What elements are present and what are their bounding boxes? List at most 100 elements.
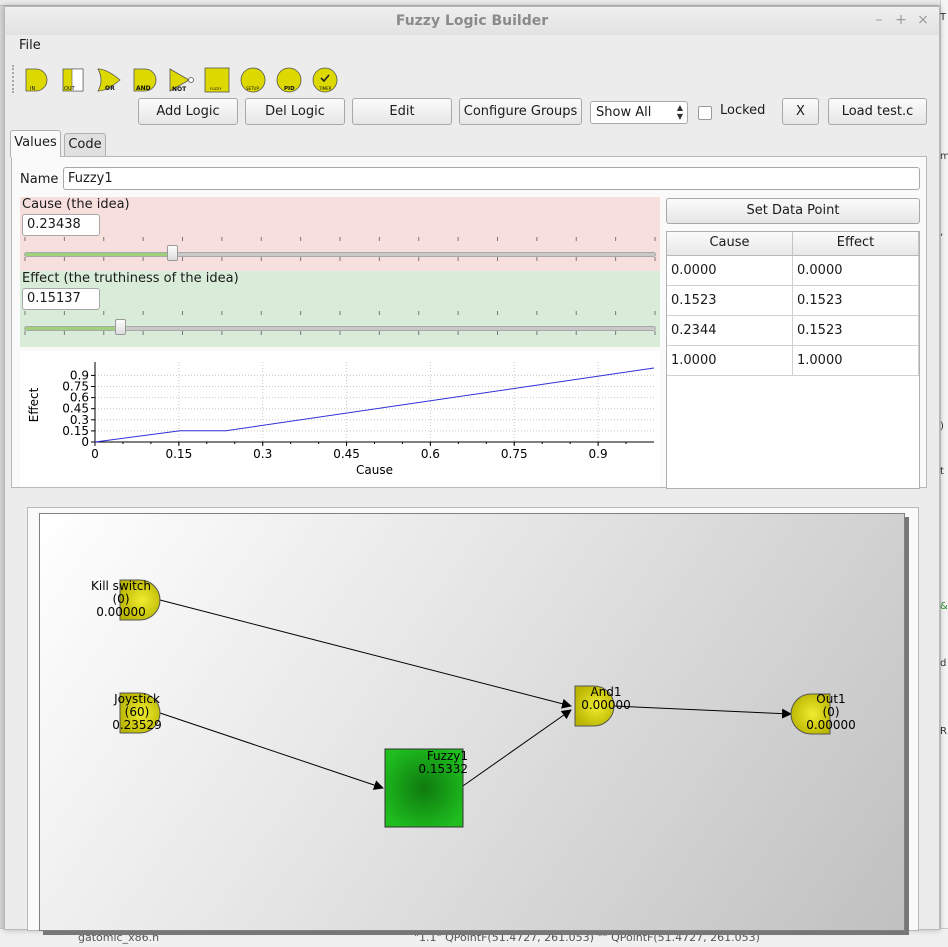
cause-section: Cause (the idea) 0.23438 bbox=[20, 197, 660, 273]
x-tick-label: 0.3 bbox=[253, 447, 272, 461]
fuzzy-icon: FUZZY bbox=[210, 87, 222, 91]
bg-char: R bbox=[940, 726, 947, 737]
effect-slider-handle[interactable] bbox=[114, 319, 126, 335]
fuzzy1-value: 0.15332 bbox=[418, 762, 468, 776]
name-input[interactable]: Fuzzy1 bbox=[63, 167, 920, 190]
x-tick-label: 0.6 bbox=[421, 447, 440, 461]
cause-value-input[interactable]: 0.23438 bbox=[22, 214, 100, 236]
cause-slider-ticks bbox=[24, 237, 656, 261]
in-gate-tool[interactable]: IN bbox=[22, 66, 50, 94]
and1-value: 0.00000 bbox=[581, 698, 631, 712]
table-cell[interactable]: 1.0000 bbox=[667, 346, 793, 376]
logic-canvas[interactable]: Kill switch (0) 0.00000 Joystick (60) 0.… bbox=[39, 513, 905, 931]
menu-file[interactable]: File bbox=[19, 38, 41, 53]
x-button[interactable]: X bbox=[782, 98, 819, 125]
joystick-value: 0.23529 bbox=[112, 718, 162, 732]
select-arrows-icon: ▲ ▼ bbox=[676, 103, 683, 121]
menu-bar: File bbox=[5, 35, 939, 57]
table-cell[interactable]: 1.0000 bbox=[793, 346, 919, 376]
locked-checkbox[interactable] bbox=[698, 106, 712, 120]
y-tick-label: 0.9 bbox=[70, 368, 89, 382]
and-gate-tool[interactable]: AND bbox=[131, 66, 159, 94]
set-data-point-button[interactable]: Set Data Point bbox=[666, 198, 920, 224]
effect-slider-fill bbox=[25, 327, 121, 330]
fuzzy1-block-icon[interactable] bbox=[384, 748, 464, 828]
del-logic-button[interactable]: Del Logic bbox=[245, 98, 345, 125]
kill-switch-name: Kill switch bbox=[91, 579, 151, 593]
app-window: Fuzzy Logic Builder – + × File IN OUT OR… bbox=[4, 6, 940, 931]
fuzzy-curve-chart: 0 0.15 0.3 0.45 0.6 0.75 0.900.150.30.450.60.7… bbox=[27, 362, 655, 477]
not-gate-tool[interactable]: NOT bbox=[167, 66, 195, 94]
minimize-button[interactable]: – bbox=[875, 12, 883, 28]
table-cell[interactable]: 0.0000 bbox=[793, 256, 919, 286]
table-cell[interactable]: 0.1523 bbox=[667, 286, 793, 316]
wire-joystick-to-fuzzy bbox=[159, 712, 384, 790]
y-tick-label: 0 bbox=[81, 435, 89, 449]
out1-value: 0.00000 bbox=[806, 718, 856, 732]
logic-wires bbox=[119, 579, 831, 828]
toolbar-grip[interactable] bbox=[12, 65, 16, 93]
bg-char: ) bbox=[940, 421, 944, 432]
table-cell[interactable]: 0.2344 bbox=[667, 316, 793, 346]
and1-label: And1 0.00000 bbox=[568, 686, 644, 712]
background-window-strip bbox=[0, 0, 948, 6]
locked-label: Locked bbox=[720, 103, 766, 118]
kill-switch-gate-icon[interactable] bbox=[119, 579, 161, 621]
and-gate-icon: AND bbox=[136, 85, 151, 92]
configure-groups-button[interactable]: Configure Groups bbox=[459, 98, 582, 125]
out-gate-icon: OUT bbox=[64, 86, 76, 92]
fuzzy-curve-line bbox=[94, 367, 655, 443]
effect-value-input[interactable]: 0.15137 bbox=[22, 288, 100, 310]
load-file-button[interactable]: Load test.c bbox=[828, 98, 927, 125]
pid-icon: PID bbox=[284, 86, 295, 92]
fuzzy-tool[interactable]: FUZZY bbox=[203, 66, 231, 94]
table-cell[interactable]: 0.1523 bbox=[793, 316, 919, 346]
table-cell[interactable]: 0.1523 bbox=[793, 286, 919, 316]
maximize-button[interactable]: + bbox=[895, 12, 907, 28]
and1-name: And1 bbox=[590, 685, 622, 699]
effect-slider-track[interactable] bbox=[24, 326, 656, 331]
joystick-name: Joystick bbox=[114, 692, 160, 706]
effect-label: Effect (the truthiness of the idea) bbox=[22, 271, 239, 286]
cause-slider-track[interactable] bbox=[24, 252, 656, 257]
out-gate-tool[interactable]: OUT bbox=[59, 66, 87, 94]
wire-kill-to-and bbox=[159, 599, 572, 709]
tab-bar: Values Code bbox=[5, 130, 939, 157]
out1-gate-icon[interactable] bbox=[790, 693, 831, 735]
bg-char: t bbox=[940, 466, 944, 477]
bg-char: m bbox=[940, 151, 948, 162]
tab-code[interactable]: Code bbox=[64, 133, 106, 156]
close-window-button[interactable]: × bbox=[917, 12, 929, 28]
and1-gate-icon[interactable] bbox=[574, 685, 615, 727]
bg-char: & bbox=[940, 601, 948, 612]
action-bar: Add Logic Del Logic Edit Configure Group… bbox=[5, 98, 939, 128]
y-tick-label: 0.75 bbox=[62, 380, 89, 394]
fuzzy1-name: Fuzzy1 bbox=[426, 749, 468, 763]
or-gate-tool[interactable]: OR bbox=[95, 66, 123, 94]
edit-button[interactable]: Edit bbox=[352, 98, 452, 125]
cause-slider-handle[interactable] bbox=[167, 245, 179, 261]
x-tick-label: 0 bbox=[91, 447, 99, 461]
timer-tool[interactable]: TIMER bbox=[311, 66, 339, 94]
show-filter-select[interactable]: Show All ▲ ▼ bbox=[590, 101, 688, 124]
table-header-effect: Effect bbox=[793, 232, 919, 256]
title-bar: Fuzzy Logic Builder – + × bbox=[5, 7, 939, 35]
name-label: Name bbox=[20, 172, 59, 187]
window-title: Fuzzy Logic Builder bbox=[395, 13, 549, 29]
out1-name: Out1 bbox=[816, 692, 846, 706]
table-cell[interactable]: 0.0000 bbox=[667, 256, 793, 286]
in-gate-icon: IN bbox=[30, 86, 35, 92]
out1-id: (0) bbox=[822, 705, 840, 719]
fuzzy-curve-plot: 0 0.15 0.3 0.45 0.6 0.75 0.9 0 0.15 0.3 0.45 0.6 0.7… bbox=[20, 351, 660, 487]
add-logic-button[interactable]: Add Logic bbox=[138, 98, 238, 125]
joystick-gate-icon[interactable] bbox=[119, 692, 161, 734]
pid-tool[interactable]: PID bbox=[275, 66, 303, 94]
tab-values[interactable]: Values bbox=[10, 130, 61, 157]
x-tick-label: 0.45 bbox=[333, 447, 360, 461]
show-filter-value: Show All bbox=[596, 105, 652, 120]
out1-label: Out1 (0) 0.00000 bbox=[798, 693, 864, 732]
kill-switch-label: Kill switch (0) 0.00000 bbox=[90, 580, 152, 619]
setup-tool[interactable]: SETUP bbox=[239, 66, 267, 94]
y-axis-label: Effect bbox=[27, 387, 41, 422]
x-tick-label: 0.15 bbox=[165, 447, 192, 461]
